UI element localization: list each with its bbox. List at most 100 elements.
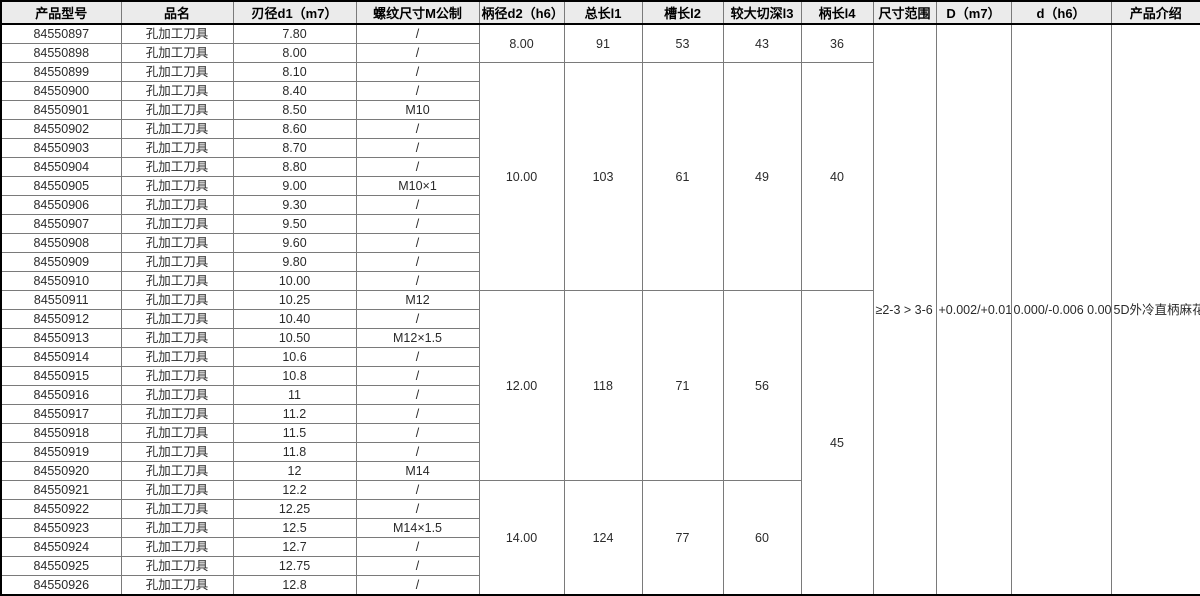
cell-cutting-diameter: 9.30 <box>232 195 357 215</box>
cell-model: 84550902 <box>0 119 122 139</box>
cell-model: 84550923 <box>0 518 122 538</box>
cell-thread-size: / <box>355 366 480 386</box>
cell-model: 84550906 <box>0 195 122 215</box>
cell-name: 孔加工刀具 <box>120 23 234 44</box>
cell-name: 孔加工刀具 <box>120 537 234 557</box>
cell-thread-size: M10 <box>355 100 480 120</box>
column-header-tolerance-d: d（h6） <box>1010 0 1112 25</box>
cell-cutting-diameter: 10.25 <box>232 290 357 310</box>
table-row: 84550907 孔加工刀具 9.50/ <box>0 214 1200 234</box>
cell-flute-length: 71 <box>641 290 724 481</box>
cell-model: 84550903 <box>0 138 122 158</box>
cell-flute-length: 53 <box>641 23 724 63</box>
cell-cutting-diameter: 12.5 <box>232 518 357 538</box>
cell-cutting-diameter: 8.50 <box>232 100 357 120</box>
table-row: 84550897 孔加工刀具 7.80/8.00 91 53 43 36 ≥2-3 > 3-6… <box>0 23 1200 596</box>
cell-tolerance-D: +0.002/+0.012 +0.004/+0.016 +0.06/+0.021… <box>935 23 1012 596</box>
cell-cutting-diameter: 12 <box>232 461 357 481</box>
cell-shank-diameter: 12.00 <box>478 290 565 481</box>
cell-thread-size: / <box>355 252 480 272</box>
cell-cutting-diameter: 8.70 <box>232 138 357 158</box>
cell-cutting-diameter: 7.80 <box>232 23 357 44</box>
column-header-thread-size: 螺纹尺寸M公制 <box>355 0 480 25</box>
cell-shank-diameter: 8.00 <box>478 23 565 63</box>
cell-max-cut-depth: 49 <box>722 62 802 291</box>
table-row: 84550908 孔加工刀具 9.60/ <box>0 233 1200 253</box>
cell-model: 84550911 <box>0 290 122 310</box>
cell-name: 孔加工刀具 <box>120 214 234 234</box>
cell-name: 孔加工刀具 <box>120 290 234 310</box>
cell-model: 84550905 <box>0 176 122 196</box>
column-header-description: 产品介绍 <box>1110 0 1200 25</box>
cell-cutting-diameter: 12.2 <box>232 480 357 500</box>
cell-name: 孔加工刀具 <box>120 138 234 158</box>
cell-cutting-diameter: 11.5 <box>232 423 357 443</box>
cell-name: 孔加工刀具 <box>120 62 234 82</box>
cell-cutting-diameter: 12.75 <box>232 556 357 576</box>
cell-name: 孔加工刀具 <box>120 480 234 500</box>
cell-model: 84550920 <box>0 461 122 481</box>
cell-model: 84550916 <box>0 385 122 405</box>
cell-cutting-diameter: 9.80 <box>232 252 357 272</box>
cell-cutting-diameter: 12.8 <box>232 575 357 596</box>
cell-max-cut-depth: 56 <box>722 290 802 481</box>
cell-name: 孔加工刀具 <box>120 100 234 120</box>
cell-name: 孔加工刀具 <box>120 499 234 519</box>
cell-shank-length: 36 <box>800 23 874 63</box>
cell-model: 84550919 <box>0 442 122 462</box>
cell-name: 孔加工刀具 <box>120 81 234 101</box>
cell-name: 孔加工刀具 <box>120 366 234 386</box>
cell-name: 孔加工刀具 <box>120 119 234 139</box>
table-row: 84550916 孔加工刀具 11/ <box>0 385 1200 405</box>
cell-cutting-diameter: 9.60 <box>232 233 357 253</box>
cell-thread-size: / <box>355 43 480 63</box>
cell-model: 84550904 <box>0 157 122 177</box>
cell-total-length: 91 <box>563 23 643 63</box>
cell-shank-diameter: 14.00 <box>478 480 565 596</box>
cell-thread-size: / <box>355 138 480 158</box>
cell-thread-size: / <box>355 537 480 557</box>
cell-cutting-diameter: 8.10 <box>232 62 357 82</box>
cell-name: 孔加工刀具 <box>120 385 234 405</box>
cell-max-cut-depth: 60 <box>722 480 802 596</box>
cell-model: 84550921 <box>0 480 122 500</box>
cell-total-length: 124 <box>563 480 643 596</box>
cell-model: 84550914 <box>0 347 122 367</box>
cell-thread-size: / <box>355 556 480 576</box>
cell-name: 孔加工刀具 <box>120 442 234 462</box>
cell-thread-size: / <box>355 157 480 177</box>
cell-model: 84550908 <box>0 233 122 253</box>
cell-thread-size: / <box>355 442 480 462</box>
cell-cutting-diameter: 10.50 <box>232 328 357 348</box>
cell-shank-length: 45 <box>800 290 874 596</box>
column-header-cutting-dia: 刃径d1（m7） <box>232 0 357 25</box>
cell-cutting-diameter: 11 <box>232 385 357 405</box>
cell-name: 孔加工刀具 <box>120 423 234 443</box>
table-row: 84550905 孔加工刀具 9.00 M10×1 <box>0 176 1200 196</box>
cell-model: 84550899 <box>0 62 122 82</box>
table-row: 84550924 孔加工刀具 12.7/ <box>0 537 1200 557</box>
cell-name: 孔加工刀具 <box>120 347 234 367</box>
cell-flute-length: 61 <box>641 62 724 291</box>
cell-thread-size: M14 <box>355 461 480 481</box>
cell-name: 孔加工刀具 <box>120 309 234 329</box>
cell-name: 孔加工刀具 <box>120 404 234 424</box>
cell-total-length: 103 <box>563 62 643 291</box>
cell-cutting-diameter: 10.8 <box>232 366 357 386</box>
column-header-flute-length: 槽长l2 <box>641 0 724 25</box>
cell-name: 孔加工刀具 <box>120 461 234 481</box>
cell-thread-size: / <box>355 195 480 215</box>
cell-cutting-diameter: 12.7 <box>232 537 357 557</box>
table-row: 84550909 孔加工刀具 9.80/ <box>0 252 1200 272</box>
cell-cutting-diameter: 10.00 <box>232 271 357 291</box>
cell-name: 孔加工刀具 <box>120 233 234 253</box>
cell-thread-size: M12×1.5 <box>355 328 480 348</box>
table-row: 84550911 孔加工刀具 10.25 M12 12.00 118 71 56 45 <box>0 290 1200 596</box>
cell-model: 84550912 <box>0 309 122 329</box>
cell-thread-size: / <box>355 233 480 253</box>
cell-model: 84550907 <box>0 214 122 234</box>
column-header-size-range: 尺寸范围 <box>872 0 937 25</box>
table-row: 84550906 孔加工刀具 9.30/ <box>0 195 1200 215</box>
cell-thread-size: M14×1.5 <box>355 518 480 538</box>
